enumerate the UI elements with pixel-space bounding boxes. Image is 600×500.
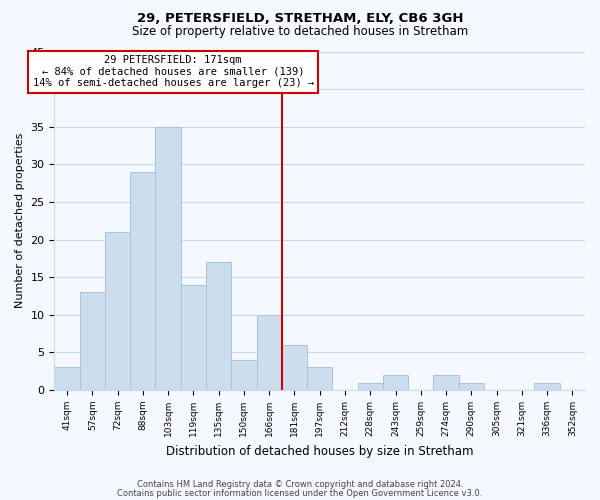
Text: 29, PETERSFIELD, STRETHAM, ELY, CB6 3GH: 29, PETERSFIELD, STRETHAM, ELY, CB6 3GH [137,12,463,26]
Bar [282,345,307,390]
Text: Contains HM Land Registry data © Crown copyright and database right 2024.: Contains HM Land Registry data © Crown c… [137,480,463,489]
Bar [433,375,458,390]
Text: Contains public sector information licensed under the Open Government Licence v3: Contains public sector information licen… [118,488,482,498]
Bar [307,368,332,390]
Bar [535,382,560,390]
Bar [130,172,155,390]
X-axis label: Distribution of detached houses by size in Stretham: Distribution of detached houses by size … [166,444,473,458]
Bar [181,284,206,390]
Y-axis label: Number of detached properties: Number of detached properties [15,133,25,308]
Bar [358,382,383,390]
Bar [105,232,130,390]
Bar [206,262,231,390]
Text: Size of property relative to detached houses in Stretham: Size of property relative to detached ho… [132,25,468,38]
Bar [80,292,105,390]
Bar [257,315,282,390]
Text: 29 PETERSFIELD: 171sqm
← 84% of detached houses are smaller (139)
14% of semi-de: 29 PETERSFIELD: 171sqm ← 84% of detached… [32,56,314,88]
Bar [155,126,181,390]
Bar [55,368,80,390]
Bar [458,382,484,390]
Bar [383,375,408,390]
Bar [231,360,257,390]
